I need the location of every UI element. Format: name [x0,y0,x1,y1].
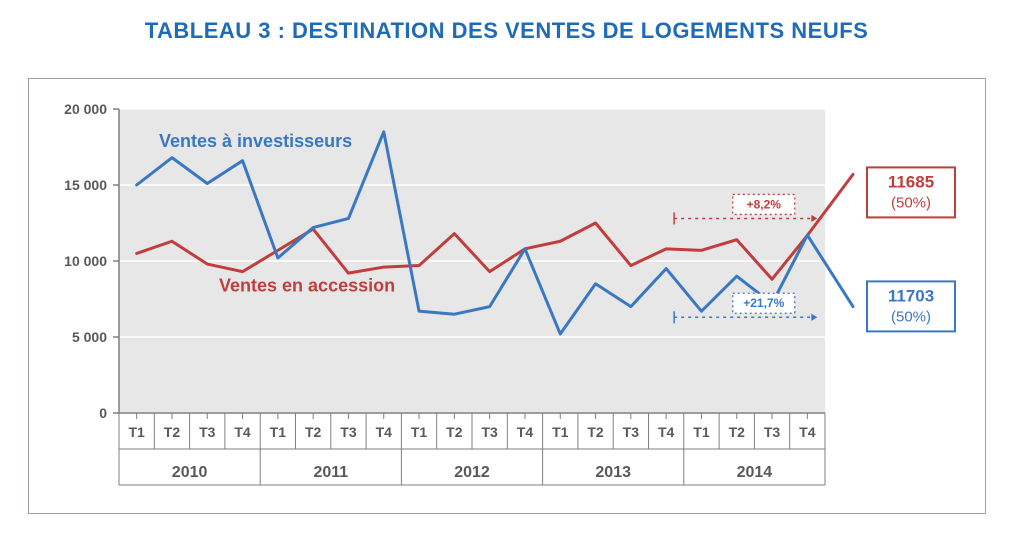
svg-text:T4: T4 [517,424,534,440]
chart-frame: 0 5 000 10 000 15 000 20 000 T1 T2 T3 T4 T1 T2 T3 T4… [28,78,986,514]
svg-text:T3: T3 [199,424,216,440]
svg-text:T1: T1 [693,424,710,440]
svg-text:11685: 11685 [888,172,934,191]
page-root: TABLEAU 3 : DESTINATION DES VENTES DE LO… [0,0,1013,545]
svg-text:T3: T3 [764,424,781,440]
svg-text:T1: T1 [270,424,287,440]
svg-text:T1: T1 [411,424,428,440]
svg-text:10 000: 10 000 [64,253,107,269]
svg-text:T3: T3 [340,424,357,440]
svg-text:T2: T2 [164,424,181,440]
svg-text:T4: T4 [234,424,251,440]
svg-text:2011: 2011 [313,464,348,481]
svg-text:11703: 11703 [888,286,934,305]
svg-text:5 000: 5 000 [72,329,107,345]
svg-text:T3: T3 [481,424,498,440]
svg-text:Ventes en accession: Ventes en accession [219,275,395,295]
svg-text:2010: 2010 [172,464,208,481]
svg-text:2013: 2013 [595,464,631,481]
svg-text:T3: T3 [623,424,640,440]
svg-text:T4: T4 [376,424,393,440]
svg-text:(50%): (50%) [891,194,931,211]
svg-text:T2: T2 [446,424,463,440]
svg-text:T1: T1 [128,424,145,440]
svg-text:2012: 2012 [454,464,490,481]
svg-text:T4: T4 [799,424,816,440]
svg-text:T2: T2 [729,424,746,440]
svg-text:T2: T2 [587,424,604,440]
svg-text:Ventes à investisseurs: Ventes à investisseurs [159,131,352,151]
svg-text:+8,2%: +8,2% [747,197,782,211]
svg-text:0: 0 [99,405,107,421]
svg-text:(50%): (50%) [891,308,931,325]
svg-text:15 000: 15 000 [64,177,107,193]
svg-text:T1: T1 [552,424,569,440]
svg-text:T4: T4 [658,424,675,440]
svg-text:20 000: 20 000 [64,101,107,117]
svg-text:2014: 2014 [737,464,773,481]
chart-title: TABLEAU 3 : DESTINATION DES VENTES DE LO… [0,18,1013,44]
svg-text:T2: T2 [305,424,322,440]
svg-text:+21,7%: +21,7% [743,296,784,310]
chart-svg: 0 5 000 10 000 15 000 20 000 T1 T2 T3 T4 T1 T2 T3 T4… [29,79,985,513]
